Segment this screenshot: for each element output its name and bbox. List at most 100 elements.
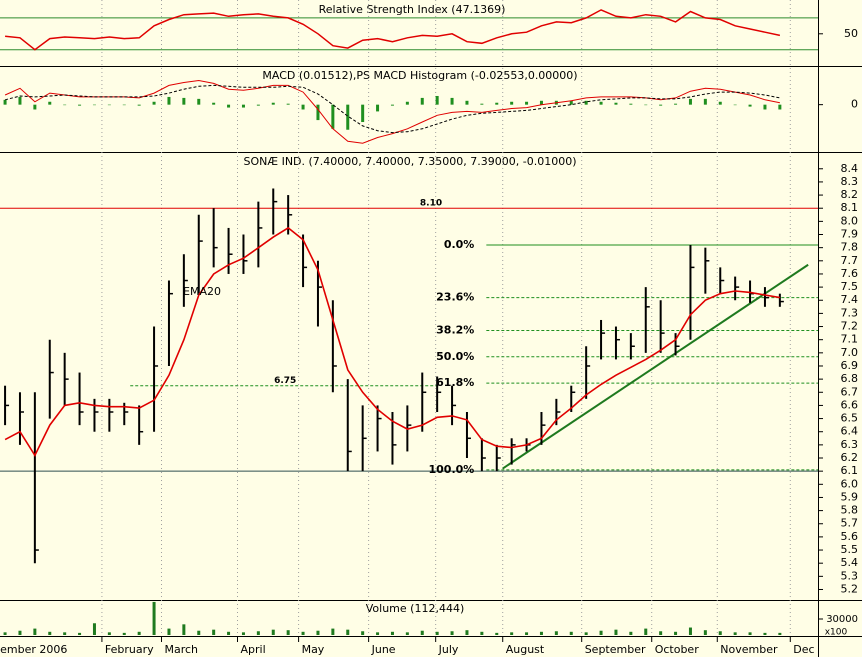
histogram-bar bbox=[688, 98, 692, 105]
y-tick-label: 7.4 bbox=[841, 293, 859, 306]
y-tick-label: 5.3 bbox=[841, 569, 859, 582]
histogram-bar bbox=[778, 104, 782, 110]
volume-bar bbox=[182, 624, 186, 635]
volume-bar bbox=[256, 631, 260, 635]
volume-bar bbox=[614, 629, 618, 635]
histogram-bar bbox=[659, 104, 663, 106]
volume-bar bbox=[212, 629, 216, 635]
histogram-bar bbox=[733, 104, 737, 106]
histogram-bar bbox=[644, 104, 648, 106]
y-tick-label: 7.5 bbox=[841, 280, 859, 293]
ema-line bbox=[4, 226, 781, 458]
histogram-bar bbox=[390, 104, 394, 106]
x-tick-label: Dec bbox=[793, 643, 814, 656]
y-tick-label: 8.3 bbox=[841, 175, 859, 188]
volume-bar bbox=[495, 632, 499, 635]
volume-bar bbox=[465, 630, 469, 635]
x-tick-label: September bbox=[585, 643, 646, 656]
volume-bar bbox=[554, 631, 558, 635]
y-tick-label: 0 bbox=[851, 98, 858, 111]
y-tick-label: 5.4 bbox=[841, 556, 859, 569]
y-tick-label: 6.0 bbox=[841, 477, 859, 490]
histogram-bar bbox=[465, 100, 469, 105]
histogram-bar bbox=[18, 96, 22, 105]
x-tick-label: June bbox=[371, 643, 396, 656]
fib-label: 50.0% bbox=[436, 350, 474, 363]
volume-bar bbox=[390, 631, 394, 635]
volume-bar bbox=[674, 631, 678, 635]
histogram-bar bbox=[539, 100, 543, 105]
histogram-bar bbox=[48, 101, 52, 105]
histogram-bar bbox=[3, 99, 7, 105]
volume-bar bbox=[241, 632, 245, 635]
y-tick-label: 8.2 bbox=[841, 188, 859, 201]
y-tick-label: 7.7 bbox=[841, 254, 859, 267]
y-tick-label: 7.3 bbox=[841, 306, 859, 319]
volume-bar bbox=[569, 631, 573, 635]
fib-label: 0.0% bbox=[444, 238, 475, 251]
y-tick-label: 6.1 bbox=[841, 464, 859, 477]
price-title: SONÆ IND. (7.40000, 7.40000, 7.35000, 7.… bbox=[244, 155, 577, 168]
volume-unit: x100 bbox=[825, 628, 848, 638]
histogram-bar bbox=[212, 102, 216, 105]
y-tick-label: 6.7 bbox=[841, 385, 859, 398]
volume-bar bbox=[405, 632, 409, 635]
volume-bar bbox=[584, 632, 588, 635]
x-tick-label: February bbox=[105, 643, 154, 656]
histogram-bar bbox=[331, 104, 335, 129]
histogram-bar bbox=[703, 98, 707, 105]
x-tick-label: April bbox=[241, 643, 266, 656]
histogram-bar bbox=[241, 104, 245, 108]
histogram-bar bbox=[480, 103, 484, 105]
volume-bar bbox=[733, 632, 737, 635]
volume-bar bbox=[659, 631, 663, 635]
volume-bar bbox=[346, 629, 350, 635]
volume-bar bbox=[510, 632, 514, 635]
histogram-bar bbox=[584, 100, 588, 105]
fib-label: 38.2% bbox=[436, 323, 474, 336]
histogram-bar bbox=[316, 104, 320, 121]
y-tick-label: 50 bbox=[844, 27, 858, 40]
volume-bar bbox=[703, 630, 707, 635]
y-tick-label: 7.6 bbox=[841, 267, 859, 280]
volume-bar bbox=[301, 631, 305, 635]
volume-bar bbox=[644, 628, 648, 635]
volume-bar bbox=[63, 632, 67, 635]
volume-bar bbox=[167, 628, 171, 635]
histogram-bar bbox=[152, 101, 156, 105]
y-tick-label: 5.5 bbox=[841, 543, 859, 556]
histogram-bar bbox=[420, 97, 424, 105]
x-tick-label: May bbox=[302, 643, 325, 656]
histogram-bar bbox=[256, 104, 260, 106]
ema-label: EMA20 bbox=[183, 285, 221, 298]
y-tick-label: 5.6 bbox=[841, 530, 859, 543]
histogram-bar bbox=[674, 103, 678, 105]
histogram-bar bbox=[33, 104, 37, 110]
histogram-bar bbox=[63, 104, 67, 106]
y-tick-label: 8.0 bbox=[841, 214, 859, 227]
histogram-bar bbox=[629, 103, 633, 105]
volume-title: Volume (112,444) bbox=[366, 602, 464, 615]
volume-bar bbox=[718, 631, 722, 635]
histogram-bar bbox=[78, 104, 82, 106]
volume-bar bbox=[316, 630, 320, 635]
x-tick-label: March bbox=[165, 643, 199, 656]
histogram-bar bbox=[286, 103, 290, 105]
histogram-bar bbox=[346, 104, 350, 130]
x-tick-label: November bbox=[720, 643, 778, 656]
volume-bar bbox=[331, 628, 335, 635]
y-tick-label: 7.2 bbox=[841, 320, 859, 333]
fib-label: 100.0% bbox=[429, 463, 475, 476]
histogram-bar bbox=[435, 95, 439, 105]
y-tick-label: 6.9 bbox=[841, 359, 859, 372]
macd-title: MACD (0.01512),PS MACD Histogram (-0.025… bbox=[262, 69, 577, 82]
histogram-bar bbox=[614, 102, 618, 105]
histogram-bar bbox=[763, 104, 767, 110]
volume-bar bbox=[271, 629, 275, 635]
histogram-bar bbox=[405, 101, 409, 105]
y-tick-label: 5.9 bbox=[841, 490, 859, 503]
histogram-bar bbox=[569, 100, 573, 105]
fib-label: 61.8% bbox=[436, 376, 474, 389]
